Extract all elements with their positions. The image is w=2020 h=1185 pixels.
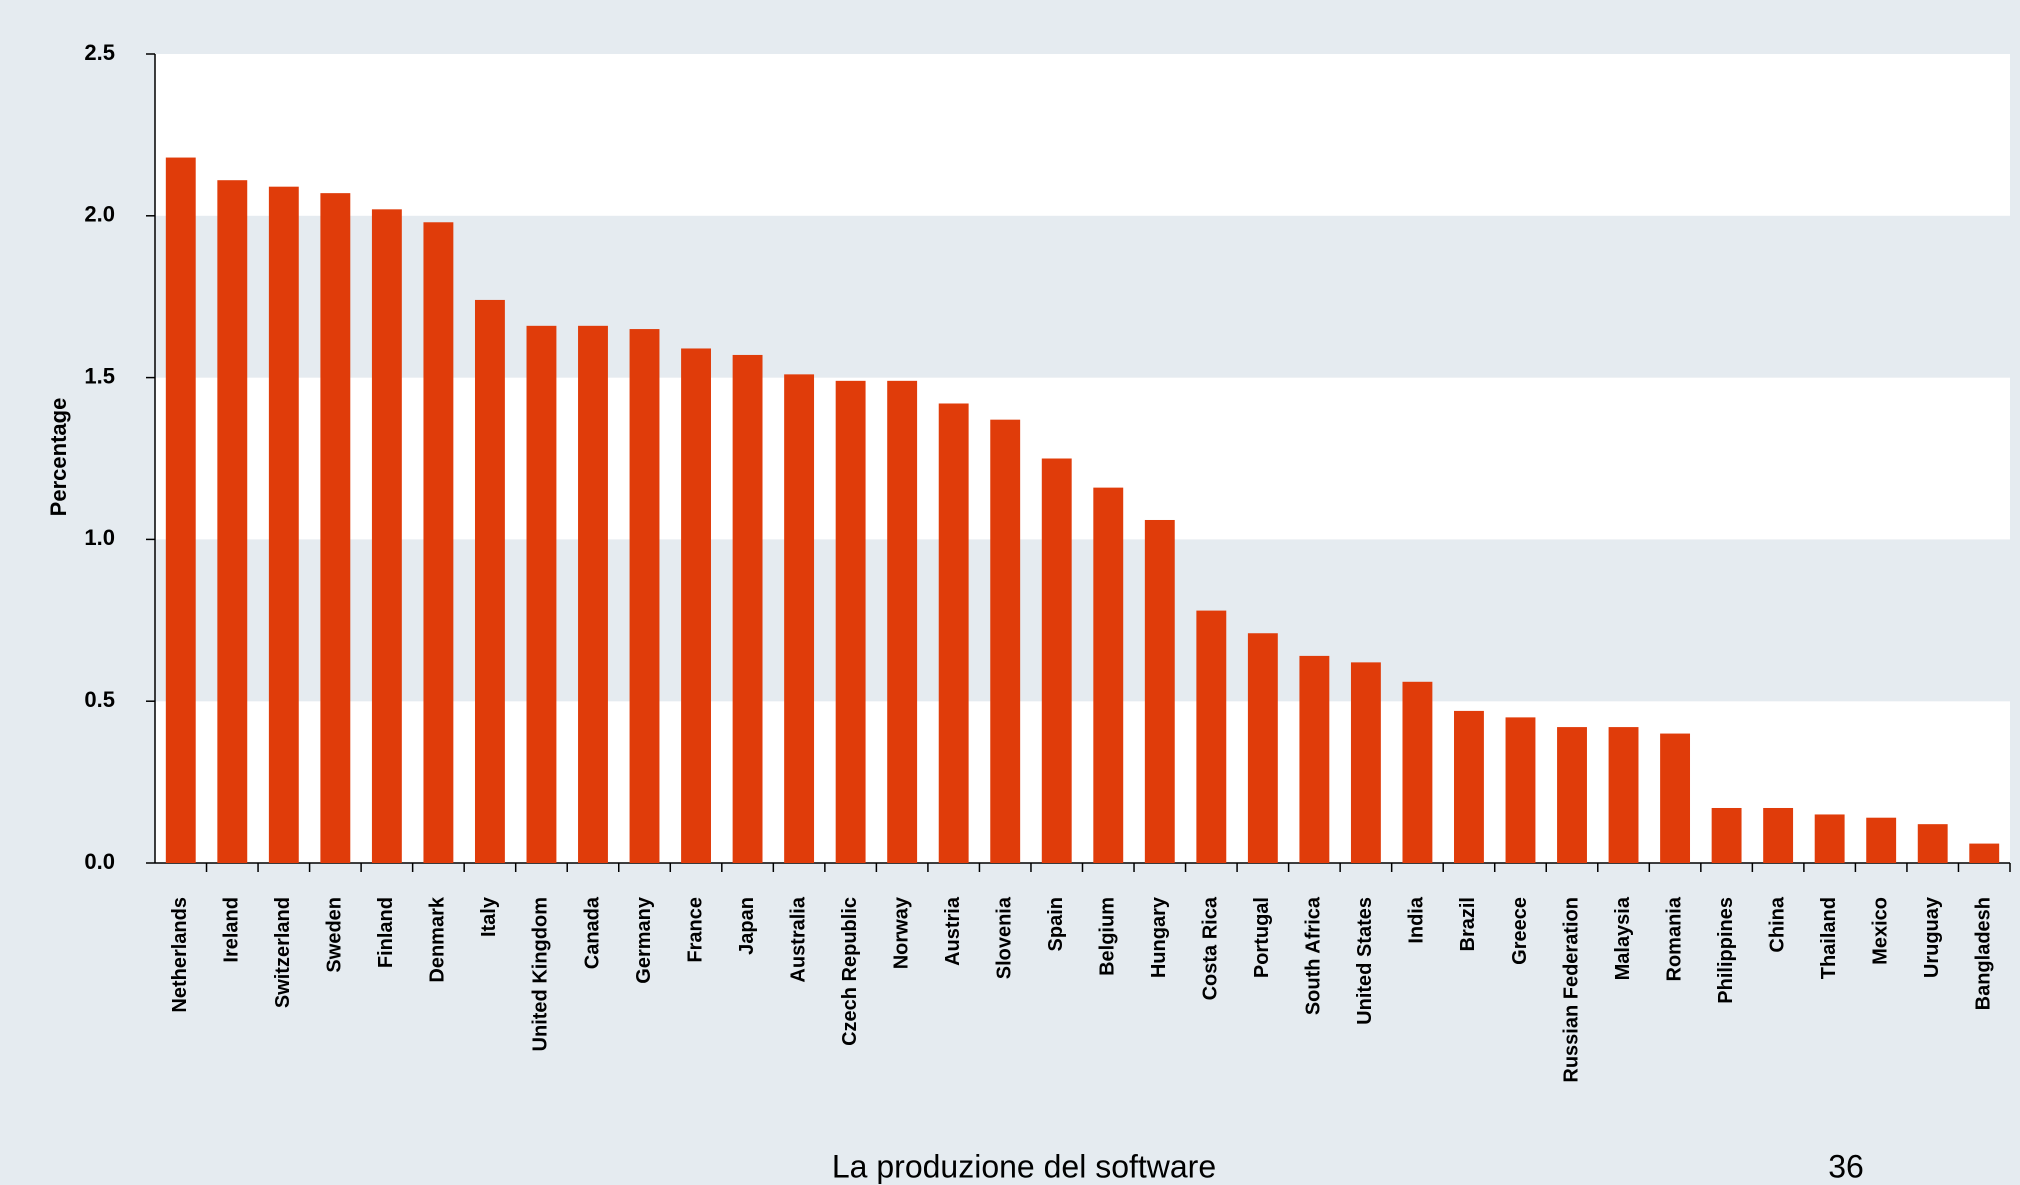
grid-band xyxy=(155,539,2010,702)
bar xyxy=(887,380,918,863)
x-tick-label: South Africa xyxy=(1303,896,1325,1015)
x-tick-label: Austria xyxy=(942,896,964,966)
x-tick-label: United Kingdom xyxy=(530,897,552,1051)
bar xyxy=(1196,610,1227,863)
grid-band xyxy=(155,54,2010,216)
bar xyxy=(217,180,248,864)
x-tick-label: Czech Republic xyxy=(839,897,861,1046)
x-tick-label: Bangladesh xyxy=(1973,897,1995,1010)
bar xyxy=(1763,807,1794,863)
bar xyxy=(629,329,660,863)
x-tick-label: Switzerland xyxy=(272,897,294,1008)
x-tick-label: Italy xyxy=(478,896,500,937)
x-tick-label: Netherlands xyxy=(169,897,191,1013)
bar xyxy=(268,186,299,863)
x-tick-label: Slovenia xyxy=(993,896,1015,979)
x-tick-label: Russian Federation xyxy=(1560,897,1582,1083)
x-tick-label: Portugal xyxy=(1251,897,1273,978)
y-tick-label: 0.0 xyxy=(84,849,115,874)
x-tick-label: Australia xyxy=(787,896,809,982)
bar xyxy=(1247,633,1278,863)
bar xyxy=(320,193,351,863)
bar xyxy=(1454,710,1484,863)
x-tick-label: Hungary xyxy=(1148,896,1170,978)
page-number: 36 xyxy=(1828,1148,1864,1184)
x-tick-label: Germany xyxy=(633,896,655,984)
footer-text: La produzione del software xyxy=(832,1148,1216,1184)
x-tick-label: Denmark xyxy=(427,896,449,982)
bar xyxy=(732,354,763,863)
y-tick-label: 1.5 xyxy=(84,363,115,388)
x-tick-label: China xyxy=(1766,896,1788,952)
x-tick-label: Greece xyxy=(1509,897,1531,965)
x-tick-label: Sweden xyxy=(324,897,346,973)
bar xyxy=(578,325,608,864)
bar xyxy=(1660,733,1691,863)
grid-band xyxy=(155,215,2010,378)
bar xyxy=(1814,814,1845,863)
bar xyxy=(474,299,505,863)
y-axis-label: Percentage xyxy=(46,398,71,517)
bar xyxy=(938,403,969,863)
bar xyxy=(1093,487,1124,863)
x-tick-label: Finland xyxy=(375,897,397,968)
bar xyxy=(371,209,402,863)
y-tick-label: 0.5 xyxy=(84,687,115,712)
bar xyxy=(835,380,866,863)
x-tick-label: Canada xyxy=(581,896,603,969)
bar xyxy=(1505,717,1536,863)
bar xyxy=(1299,655,1330,863)
x-tick-label: Brazil xyxy=(1457,897,1479,951)
x-tick-label: Uruguay xyxy=(1921,896,1943,978)
x-tick-label: France xyxy=(684,897,706,963)
x-tick-label: Ireland xyxy=(221,897,243,963)
bar xyxy=(1711,807,1742,863)
bar xyxy=(526,325,557,864)
bar xyxy=(1350,662,1381,863)
x-tick-label: Belgium xyxy=(1097,897,1119,976)
bar xyxy=(1866,817,1897,863)
bar xyxy=(1402,681,1433,863)
x-tick-label: Spain xyxy=(1045,897,1067,951)
bar xyxy=(1917,824,1948,863)
x-tick-label: Japan xyxy=(736,897,758,955)
grid-band xyxy=(155,701,2010,863)
y-tick-label: 1.0 xyxy=(84,525,115,550)
x-tick-label: Norway xyxy=(890,896,912,969)
x-tick-label: Mexico xyxy=(1869,897,1891,965)
y-tick-label: 2.0 xyxy=(84,202,115,227)
x-tick-label: Philippines xyxy=(1715,897,1737,1004)
bar xyxy=(1608,727,1639,863)
grid-band xyxy=(155,377,2010,540)
x-tick-label: United States xyxy=(1354,897,1376,1025)
bar xyxy=(1557,727,1587,863)
bar xyxy=(784,374,815,863)
bar xyxy=(1144,519,1175,863)
x-tick-label: Costa Rica xyxy=(1200,896,1222,1000)
bar xyxy=(1969,843,2000,863)
bar xyxy=(1041,458,1072,863)
x-tick-label: India xyxy=(1406,896,1428,944)
bar xyxy=(165,157,196,863)
bar xyxy=(681,348,711,863)
x-tick-label: Malaysia xyxy=(1612,896,1634,980)
bar xyxy=(990,419,1021,863)
x-tick-label: Romania xyxy=(1663,896,1685,981)
y-tick-label: 2.5 xyxy=(84,40,115,65)
x-tick-label: Thailand xyxy=(1818,897,1840,979)
bar xyxy=(423,222,454,864)
